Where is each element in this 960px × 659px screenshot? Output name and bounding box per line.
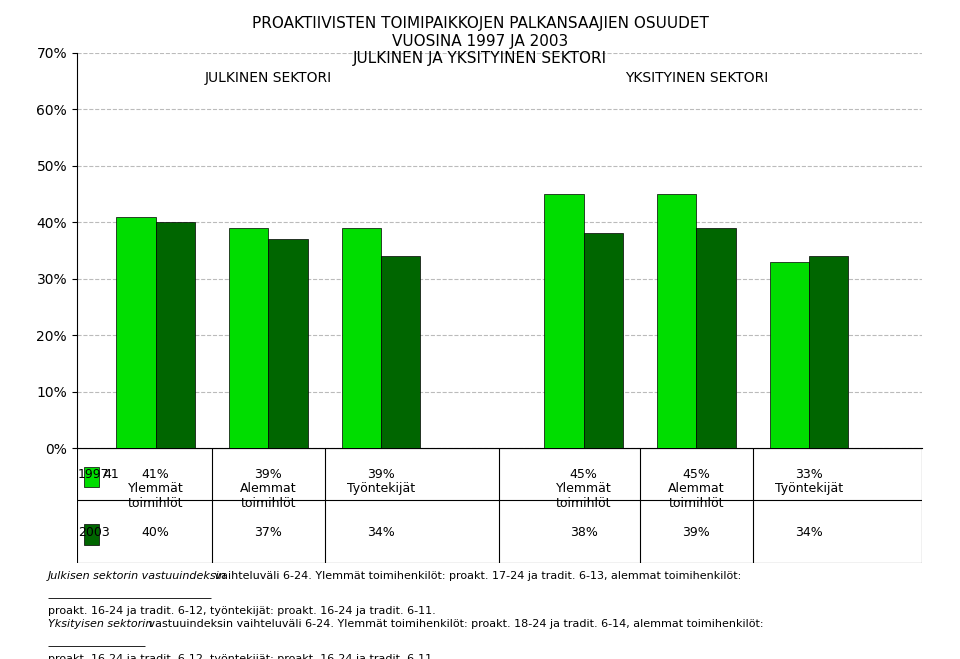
- Text: 38%: 38%: [569, 526, 598, 539]
- Bar: [268, 239, 308, 448]
- Text: 34%: 34%: [367, 526, 395, 539]
- Text: Julkisen sektorin vastuuindeksin: Julkisen sektorin vastuuindeksin: [48, 571, 227, 581]
- Bar: [116, 217, 156, 448]
- Text: Alemmat
toimihlöt: Alemmat toimihlöt: [668, 482, 725, 510]
- Text: JULKINEN SEKTORI: JULKINEN SEKTORI: [204, 71, 332, 85]
- Text: Ylemmät
toimihlöt: Ylemmät toimihlöt: [128, 482, 183, 510]
- Text: PROAKTIIVISTEN TOIMIPAIKKOJEN PALKANSAAJIEN OSUUDET
VUOSINA 1997 JA 2003
JULKINE: PROAKTIIVISTEN TOIMIPAIKKOJEN PALKANSAAJ…: [252, 16, 708, 67]
- Text: YKSITYINEN SEKTORI: YKSITYINEN SEKTORI: [625, 71, 768, 85]
- Text: 39%: 39%: [254, 468, 282, 481]
- Text: 39%: 39%: [367, 468, 395, 481]
- Bar: [342, 228, 381, 448]
- Bar: [657, 194, 696, 448]
- Text: Työntekijät: Työntekijät: [775, 482, 843, 495]
- Text: Työntekijät: Työntekijät: [347, 482, 415, 495]
- Bar: [809, 256, 849, 448]
- Bar: [544, 194, 584, 448]
- Bar: [381, 256, 420, 448]
- Bar: [84, 467, 99, 488]
- Text: proakt. 16-24 ja tradit. 6-12, työntekijät: proakt. 16-24 ja tradit. 6-11.: proakt. 16-24 ja tradit. 6-12, työntekij…: [48, 606, 436, 616]
- Text: 37%: 37%: [254, 526, 282, 539]
- Text: 45%: 45%: [683, 468, 710, 481]
- Bar: [156, 222, 195, 448]
- Bar: [84, 525, 99, 545]
- Text: 40%: 40%: [142, 526, 170, 539]
- Bar: [770, 262, 809, 448]
- Text: Alemmat
toimihlöt: Alemmat toimihlöt: [240, 482, 297, 510]
- Text: 41: 41: [104, 468, 120, 481]
- Text: 2003: 2003: [78, 526, 109, 539]
- Text: 41%: 41%: [142, 468, 170, 481]
- Bar: [584, 233, 623, 448]
- Text: Yksityisen sektorin: Yksityisen sektorin: [48, 619, 153, 629]
- Text: proakt. 16-24 ja tradit. 6-12, työntekijät: proakt. 16-24 ja tradit. 6-11.: proakt. 16-24 ja tradit. 6-12, työntekij…: [48, 654, 436, 659]
- Text: Ylemmät
toimihlöt: Ylemmät toimihlöt: [556, 482, 612, 510]
- Bar: [696, 228, 735, 448]
- Text: 45%: 45%: [569, 468, 598, 481]
- Text: 1997: 1997: [78, 468, 109, 481]
- Text: 34%: 34%: [795, 526, 823, 539]
- Bar: [228, 228, 268, 448]
- Text: 33%: 33%: [795, 468, 823, 481]
- Text: 39%: 39%: [683, 526, 710, 539]
- Text: vaihteluväli 6-24. Ylemmät toimihenkilöt: proakt. 17-24 ja tradit. 6-13, alemmat: vaihteluväli 6-24. Ylemmät toimihenkilöt…: [211, 571, 741, 581]
- Text: vastuuindeksin vaihteluväli 6-24. Ylemmät toimihenkilöt: proakt. 18-24 ja tradit: vastuuindeksin vaihteluväli 6-24. Ylemmä…: [145, 619, 763, 629]
